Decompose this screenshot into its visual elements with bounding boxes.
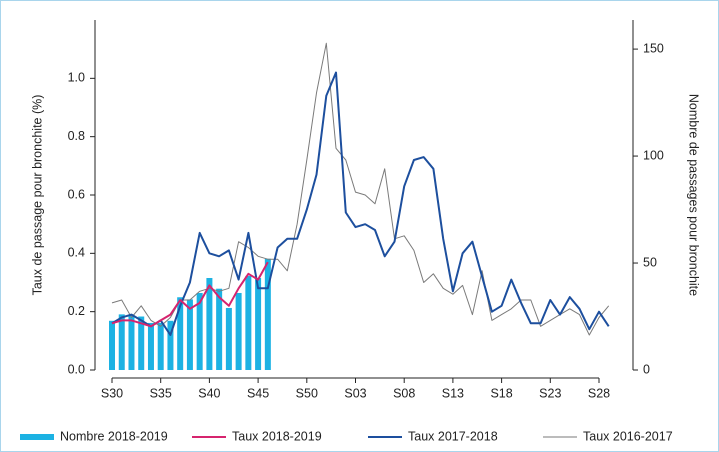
y-tick-label: 1.0 bbox=[68, 71, 85, 85]
y2-tick-label: 100 bbox=[643, 148, 664, 162]
bar bbox=[138, 316, 145, 370]
legend-label: Nombre 2018-2019 bbox=[60, 429, 168, 443]
y-tick-label: 0.4 bbox=[68, 246, 85, 260]
x-tick-label: S28 bbox=[588, 386, 610, 400]
x-tick-label: S45 bbox=[247, 386, 269, 400]
bar bbox=[128, 314, 135, 370]
bar bbox=[157, 322, 164, 370]
legend-label: Taux 2018-2019 bbox=[232, 429, 322, 443]
bar bbox=[177, 297, 184, 370]
bar bbox=[206, 278, 213, 370]
x-tick-label: S03 bbox=[344, 386, 366, 400]
legend-label: Taux 2016-2017 bbox=[583, 429, 673, 443]
bar bbox=[167, 320, 174, 370]
x-tick-label: S40 bbox=[198, 386, 220, 400]
y-axis-title: Taux de passage pour bronchite (%) bbox=[30, 95, 44, 296]
legend-label: Taux 2017-2018 bbox=[408, 429, 498, 443]
x-tick-label: S30 bbox=[101, 386, 123, 400]
bar bbox=[235, 292, 242, 370]
y2-axis-title: Nombre de passages pour bronchite bbox=[687, 94, 701, 296]
bar bbox=[147, 322, 154, 370]
bar bbox=[118, 314, 125, 370]
x-tick-label: S13 bbox=[442, 386, 464, 400]
x-tick-label: S23 bbox=[539, 386, 561, 400]
line bbox=[111, 42, 610, 336]
bar bbox=[196, 292, 203, 370]
y2-tick-label: 50 bbox=[643, 255, 657, 269]
bar bbox=[255, 278, 262, 370]
bar bbox=[186, 299, 193, 370]
line bbox=[111, 71, 610, 336]
bar bbox=[216, 288, 223, 370]
legend-swatch bbox=[20, 434, 54, 440]
bar bbox=[225, 307, 232, 370]
y-tick-label: 0.6 bbox=[68, 187, 85, 201]
x-tick-label: S35 bbox=[150, 386, 172, 400]
y-tick-label: 0.8 bbox=[68, 129, 85, 143]
y2-tick-label: 150 bbox=[643, 41, 664, 55]
bar bbox=[245, 275, 252, 370]
bar bbox=[264, 258, 271, 370]
bar bbox=[109, 320, 115, 370]
line bbox=[111, 261, 269, 328]
y-tick-label: 0.0 bbox=[68, 362, 85, 376]
y-tick-label: 0.2 bbox=[68, 304, 85, 318]
x-tick-label: S18 bbox=[490, 386, 512, 400]
x-tick-label: S08 bbox=[393, 386, 415, 400]
x-tick-label: S50 bbox=[296, 386, 318, 400]
y2-tick-label: 0 bbox=[643, 362, 650, 376]
